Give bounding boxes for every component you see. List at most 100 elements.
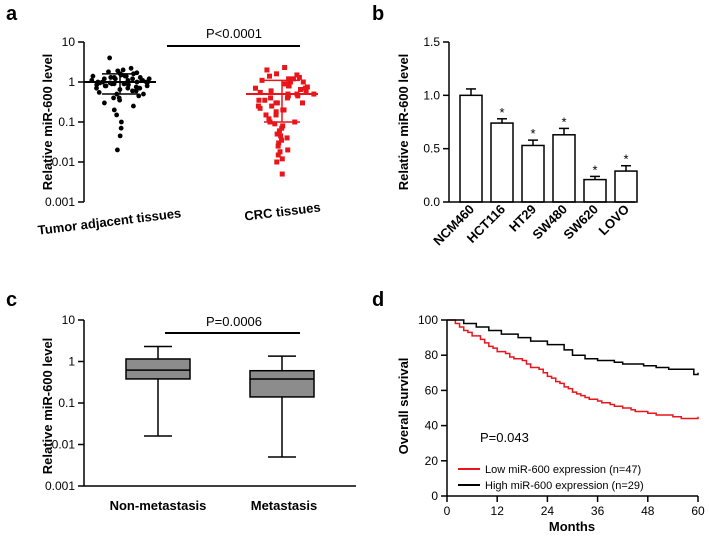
panel-a-point-0-43 (94, 85, 99, 91)
panel-a-point-1-41 (263, 112, 269, 118)
panel-a-point-0-58 (119, 119, 124, 125)
panel-a-point-1-6 (286, 76, 292, 82)
panel-b-ylabel: Relative miR-600 level (396, 54, 411, 191)
panel-b-bar-4 (583, 178, 607, 203)
panel-d-ylabel: Overall survival (396, 358, 411, 455)
panel-a-point-0-41 (137, 85, 143, 91)
panel-a-point-0-4 (106, 69, 111, 75)
panel-a-point-0-61 (115, 147, 120, 153)
panel-b-ytick-label-1: 0.5 (423, 142, 440, 156)
panel-label-a: a (6, 3, 18, 25)
panel-a-point-1-53 (276, 140, 282, 146)
panel-d-xtick-label-1: 12 (491, 504, 505, 518)
panel-a-point-1-56 (277, 149, 283, 155)
panel-b-star-2: * (530, 126, 535, 141)
panel-b-star-4: * (592, 162, 597, 177)
panel-a-point-1-18 (298, 86, 304, 92)
panel-a-point-1-12 (281, 81, 287, 87)
panel-a-point-1-48 (276, 128, 282, 134)
panel-a-point-1-27 (284, 95, 290, 101)
panel-a-point-0-16 (112, 76, 118, 82)
panel-a-point-0-54 (102, 100, 107, 106)
panel-a-ytick-label-0: 0.001 (45, 195, 75, 209)
panel-a-point-0-2 (120, 67, 126, 73)
panel-a-point-1-49 (274, 131, 280, 137)
panel-a-point-1-16 (302, 85, 308, 91)
panel-a-point-0-19 (130, 76, 135, 82)
panel-a-point-0-56 (111, 107, 117, 113)
panel-a-point-0-12 (123, 73, 129, 79)
panel-a-point-0-49 (141, 91, 146, 97)
panel-a-point-1-45 (272, 121, 278, 127)
panel-a-point-1-33 (274, 100, 280, 106)
panel-a-point-1-36 (257, 105, 263, 111)
panel-b-xtick-label-5: LOVO (595, 202, 632, 239)
panel-d-survival-line-1 (447, 319, 699, 376)
panel-a-xcat-0: Tumor adjacent tissues (37, 205, 182, 237)
panel-a-point-0-0 (107, 55, 113, 61)
panel-a-ytick-label-2: 0.1 (58, 115, 75, 129)
panel-d-pvalue: P=0.043 (480, 430, 529, 445)
panel-a-point-1-28 (268, 95, 274, 101)
panel-a-point-0-57 (114, 112, 120, 118)
panel-a-point-0-45 (133, 88, 139, 94)
panel-a-point-1-8 (259, 77, 265, 83)
panel-c-ytick-label-3: 1 (68, 355, 75, 369)
panel-c-xcat-1: Metastasis (251, 498, 317, 513)
panel-d-xtick-label-3: 36 (591, 504, 605, 518)
panel-b-ytick-label-3: 1.5 (423, 35, 440, 49)
panel-c-box-0 (125, 358, 191, 380)
panel-a-xcat-1: CRC tissues (244, 199, 322, 223)
panel-a-point-1-32 (299, 100, 305, 106)
panel-label-d: d (372, 289, 384, 311)
panel-c-box-1 (249, 369, 315, 398)
panel-a-point-0-60 (117, 133, 123, 139)
panel-a-point-1-34 (269, 103, 275, 109)
panel-a-point-1-40 (273, 112, 279, 118)
panel-a-point-1-1 (264, 67, 270, 73)
panel-a-point-0-39 (103, 83, 109, 89)
panel-d-ytick-label-2: 40 (425, 419, 439, 433)
panel-a-point-1-52 (279, 137, 285, 143)
panel-a-point-0-46 (130, 88, 135, 94)
panel-c-pvalue: P=0.0006 (206, 314, 262, 329)
panel-a-point-1-51 (284, 135, 290, 141)
panel-a-point-1-17 (253, 85, 259, 91)
panel-c-ytick-label-4: 10 (62, 313, 76, 327)
panel-a-point-1-54 (275, 143, 281, 149)
panel-d-ytick-label-5: 100 (418, 313, 438, 327)
panel-a-point-1-9 (287, 79, 293, 85)
panel-a-point-1-30 (256, 97, 262, 103)
panel-b-star-1: * (499, 105, 504, 120)
panel-label-b: b (372, 3, 384, 25)
legend-label-low: Low miR-600 expression (n=47) (485, 464, 641, 476)
panel-a-point-1-19 (303, 88, 309, 94)
panel-a-point-1-21 (257, 89, 263, 95)
panel-a-point-1-20 (268, 88, 274, 94)
panel-d-ytick-label-1: 20 (425, 454, 439, 468)
panel-d-xtick-label-2: 24 (541, 504, 555, 518)
panel-a-point-1-0 (282, 65, 288, 71)
panel-b-bar-3 (552, 134, 576, 203)
panel-a-ylabel: Relative miR-600 level (40, 54, 55, 191)
panel-a-point-1-10 (300, 79, 306, 85)
panel-a-point-1-42 (266, 116, 272, 122)
panel-a-point-0-55 (131, 103, 136, 109)
panel-d: Overall survival 0 20 40 60 80 100 0 12 24 36 48 60… (396, 313, 705, 534)
panel-a-point-1-58 (279, 156, 285, 162)
panel-a-point-0-10 (90, 73, 96, 79)
panel-b-star-5: * (623, 152, 628, 167)
panel-a-point-1-60 (279, 171, 285, 177)
panel-a-point-1-29 (262, 97, 268, 103)
panel-b: Relative miR-600 level 0.0 0.5 1.0 1.5 * * * *… (396, 35, 638, 248)
panel-a-pvalue: P<0.0001 (206, 26, 262, 41)
panel-d-legend: Low miR-600 expression (n=47) High miR-6… (458, 464, 644, 492)
panel-a-point-1-4 (266, 73, 272, 79)
panel-a-point-0-47 (96, 89, 102, 95)
panel-d-ytick-label-0: 0 (431, 489, 438, 503)
panel-b-ytick-label-0: 0.0 (423, 195, 440, 209)
panel-a-point-0-52 (111, 95, 116, 101)
panel-a-point-0-42 (125, 85, 131, 91)
panel-c-ytick-label-1: 0.01 (52, 438, 76, 452)
panel-b-bar-2 (521, 144, 545, 203)
